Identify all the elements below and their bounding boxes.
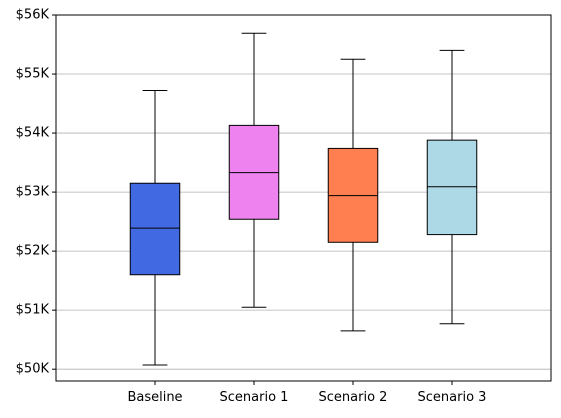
y-tick-label-2: $52K <box>16 244 50 259</box>
box-group-3 <box>426 49 478 325</box>
axes-frame <box>55 14 552 382</box>
label-layer: $50K $51K $52K $53K $54K $55K $56K Baseline Scen… <box>16 8 487 406</box>
x-tick-label-3: Scenario 3 <box>418 390 487 405</box>
y-tick-label-1: $51K <box>16 303 50 318</box>
box-group-2 <box>327 58 379 332</box>
x-tick-label-1: Scenario 1 <box>220 390 289 405</box>
box-3 <box>426 139 478 236</box>
axis-layer <box>52 14 552 385</box>
box-layer <box>129 32 478 366</box>
y-tick-label-4: $54K <box>16 126 50 141</box>
y-tick-label-6: $56K <box>16 8 50 23</box>
y-tick-label-5: $55K <box>16 67 50 82</box>
y-tick-label-3: $53K <box>16 185 50 200</box>
box-0 <box>129 182 181 276</box>
y-tick-label-0: $50K <box>16 362 50 377</box>
x-tick-label-0: Baseline <box>127 390 182 405</box>
box-group-1 <box>228 32 280 308</box>
box-group-0 <box>129 90 181 366</box>
x-tick-label-2: Scenario 2 <box>319 390 388 405</box>
